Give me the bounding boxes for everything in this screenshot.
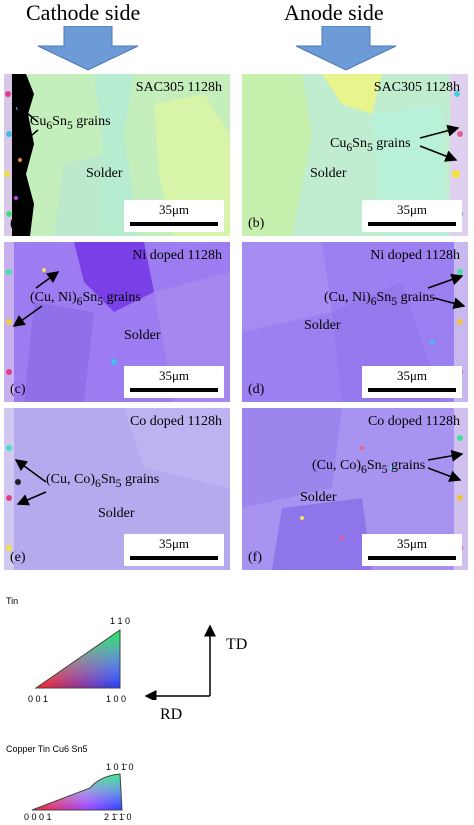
panel-e-scale-bar: 35μm [124, 534, 224, 566]
panel-a-solder-label: Solder [86, 166, 123, 181]
cu6sn5-label-right: 2 1̄ 1̄ 0 [104, 812, 132, 822]
panel-c-scale-bar: 35μm [124, 366, 224, 398]
panel-e-solder-label: Solder [98, 506, 135, 521]
panel-f-scale-bar: 35μm [362, 534, 462, 566]
cu6sn5-label-left: 0 0 0 1 [24, 812, 52, 822]
panel-d-title: Ni doped 1128h [370, 248, 460, 263]
panel-a-scale-bar: 35μm [124, 200, 224, 232]
panel-e-grains-label: (Cu, Co)6Sn5 grains [46, 472, 160, 490]
td-rd-axes [144, 624, 216, 700]
panel-d: Ni doped 1128h (Cu, Ni)6Sn5 grains Solde… [242, 242, 468, 402]
panel-c: Ni doped 1128h (Cu, Ni)6Sn5 grains Solde… [4, 242, 230, 402]
grain-arrows-overlay [12, 103, 466, 506]
panel-d-grains-label: (Cu, Ni)6Sn5 grains [324, 290, 435, 308]
panel-c-solder-label: Solder [124, 328, 161, 343]
panel-b-scale-bar: 35μm [362, 200, 462, 232]
panel-c-grains-label: (Cu, Ni)6Sn5 grains [30, 290, 141, 308]
panel-b-letter: (b) [248, 216, 265, 231]
panel-b-title: SAC305 1128h [373, 80, 460, 95]
tin-ipf-triangle [34, 629, 121, 689]
anode-arrow-icon [295, 26, 397, 71]
panel-d-solder-label: Solder [304, 318, 341, 333]
panel-f: Co doped 1128h (Cu, Co)6Sn5 grains Solde… [242, 408, 468, 570]
panel-e-letter: (e) [10, 550, 26, 565]
tin-label-left: 0 0 1 [28, 694, 49, 704]
panel-d-letter: (d) [248, 382, 265, 397]
panel-c-title: Ni doped 1128h [132, 248, 222, 263]
tin-legend-title: Tin [6, 596, 19, 606]
cu6sn5-label-top: 1 0 1̄ 0 [106, 762, 134, 772]
panel-d-scale-bar: 35μm [362, 366, 462, 398]
panel-f-letter: (f) [248, 550, 262, 565]
panel-b-grains-label: Cu6Sn5 grains [330, 136, 411, 154]
tin-label-right: 1 0 0 [106, 694, 127, 704]
panel-c-letter: (c) [10, 382, 26, 397]
cathode-side-title: Cathode side [26, 0, 141, 25]
panel-f-solder-label: Solder [300, 490, 337, 505]
tin-label-top: 1 1 0 [110, 616, 131, 626]
cathode-arrow-icon [37, 26, 139, 71]
td-axis-label: TD [226, 636, 248, 653]
panel-a-letter: (a) [10, 216, 26, 231]
panel-a: SAC305 1128h Cu6Sn5 grains Solder (a) 35… [4, 74, 230, 236]
panel-e-title: Co doped 1128h [129, 414, 222, 429]
panel-f-title: Co doped 1128h [367, 414, 460, 429]
cu6sn5-legend-title: Copper Tin Cu6 Sn5 [6, 744, 88, 754]
panel-e: Co doped 1128h (Cu, Co)6Sn5 grains Solde… [4, 408, 230, 570]
panel-b-solder-label: Solder [310, 166, 347, 181]
rd-axis-label: RD [160, 706, 183, 723]
ebsd-map-f [242, 408, 468, 570]
panel-f-grains-label: (Cu, Co)6Sn5 grains [312, 458, 426, 476]
panel-a-title: SAC305 1128h [135, 80, 222, 95]
anode-side-title: Anode side [284, 0, 384, 25]
panel-b: SAC305 1128h Cu6Sn5 grains Solder (b) 35… [242, 74, 468, 236]
cu6sn5-ipf-triangle [31, 773, 123, 811]
